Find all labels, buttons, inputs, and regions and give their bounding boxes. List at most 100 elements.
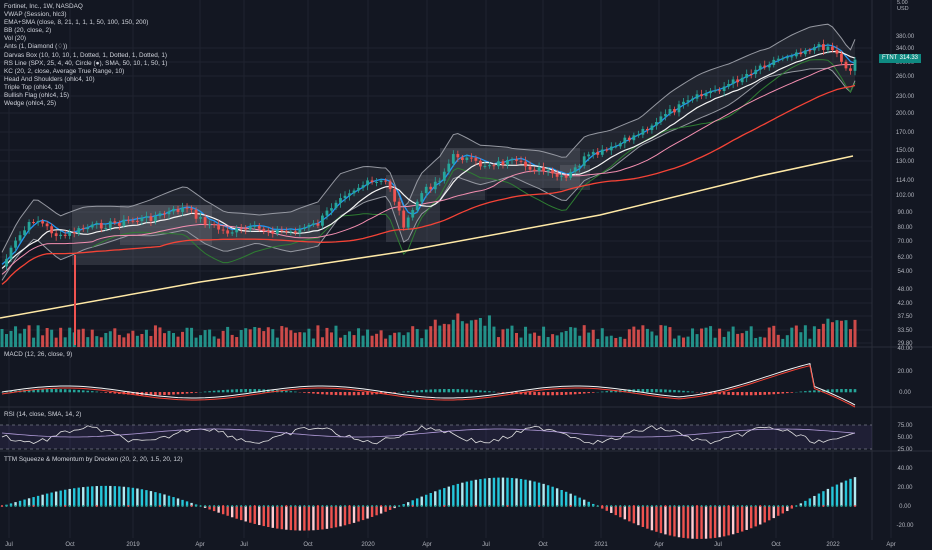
macd-hist-bar xyxy=(109,392,112,394)
volume-bar xyxy=(496,337,500,347)
legend-vwap[interactable]: VWAP (Session, hlc3) xyxy=(4,11,67,19)
time-axis[interactable]: Jul Oct 2019 Apr Jul Oct 2020 Apr Jul Oct 2021 Apr J… xyxy=(5,542,896,548)
ttm-bar xyxy=(528,480,532,507)
candle-body xyxy=(370,180,374,183)
price-axis-tick: 54.00 xyxy=(897,269,913,275)
candle-body xyxy=(569,171,573,178)
ttm-bar xyxy=(849,478,852,507)
macd-hist-bar xyxy=(330,392,333,395)
volume-bar xyxy=(736,333,740,347)
ttm-bar xyxy=(573,495,577,507)
volume-bar xyxy=(149,335,153,347)
volume-bar xyxy=(542,326,546,347)
candle-body xyxy=(826,46,830,50)
volume-bar xyxy=(456,313,460,347)
macd-hist-bar xyxy=(280,390,284,393)
macd-hist-bar xyxy=(569,392,572,395)
volume-bar xyxy=(135,335,139,347)
legend-darvas[interactable]: Darvas Box (10, 10, 10, 1, Dotted, 1, Do… xyxy=(4,51,168,59)
volume-bar xyxy=(302,332,306,347)
legend-bb[interactable]: BB (20, close, 2) xyxy=(4,27,52,35)
legend-triple-top[interactable]: Triple Top (ohlc4, 10) xyxy=(4,83,64,91)
ttm-dot xyxy=(808,505,811,507)
legend-rs-line[interactable]: RS Line (SPX, 25, 4, 40, Circle (●), SMA… xyxy=(4,59,168,67)
ttm-dot xyxy=(131,505,134,507)
macd-hist-bar xyxy=(45,389,49,393)
macd-hist-bar xyxy=(736,392,739,396)
macd-hist-bar xyxy=(673,390,676,393)
candle-body xyxy=(194,209,198,219)
macd-hist-bar xyxy=(623,389,627,393)
macd-hist-bar xyxy=(456,389,460,393)
volume-bar xyxy=(131,330,135,347)
macd-hist-bar xyxy=(352,392,356,396)
candle-body xyxy=(840,53,843,62)
candle-body xyxy=(361,185,365,188)
candle-body xyxy=(298,228,302,233)
legend-wedge[interactable]: Wedge (ohlc4, 25) xyxy=(4,100,57,108)
candle-body xyxy=(36,221,40,223)
legend-ema-sma[interactable]: EMA+SMA (close, 8, 21, 1, 1, 1, 50, 100,… xyxy=(4,19,149,27)
ttm-bar xyxy=(700,506,703,539)
ttm-dot xyxy=(438,505,441,507)
ttm-bar xyxy=(637,506,640,526)
macd-label[interactable]: MACD (12, 26, close, 9) xyxy=(4,351,73,358)
macd-hist-bar xyxy=(700,392,703,393)
volume-bar xyxy=(158,327,162,347)
macd-hist-bar xyxy=(822,389,825,393)
legend-ants[interactable]: Ants (1, Diamond (♢)) xyxy=(4,43,68,51)
legend-vol[interactable]: Vol (20) xyxy=(4,35,27,43)
ttm-dot xyxy=(41,505,44,507)
macd-hist-bar xyxy=(474,390,478,393)
macd-hist-bar xyxy=(677,390,681,393)
rsi-label[interactable]: RSI (14, close, SMA, 14, 2) xyxy=(4,411,82,418)
candle-body xyxy=(27,222,31,231)
ttm-bar xyxy=(443,488,446,507)
candle-body xyxy=(767,65,771,68)
candle-body xyxy=(555,173,559,177)
volume-bar xyxy=(731,326,735,347)
ttm-dot xyxy=(37,505,40,507)
legend-bullish-flag[interactable]: Bullish Flag (ohlc4, 15) xyxy=(4,92,70,100)
ttm-bar xyxy=(316,506,320,530)
candle-body xyxy=(54,233,58,237)
macd-hist-bar xyxy=(564,392,568,395)
candle-body xyxy=(23,230,26,236)
volume-bar xyxy=(645,328,649,347)
time-axis-label: 2021 xyxy=(594,542,608,548)
candle-body xyxy=(104,227,108,229)
ttm-label[interactable]: TTM Squeeze & Momentum by Drecken (20, 2… xyxy=(4,456,183,463)
candle-body xyxy=(275,229,279,234)
volume-bar xyxy=(338,337,342,347)
macd-hist-bar xyxy=(131,392,135,395)
ttm-bar xyxy=(808,498,812,507)
ttm-bar xyxy=(240,506,243,521)
candle-body xyxy=(131,220,135,222)
sma-200 xyxy=(0,155,854,319)
price-axis[interactable]: 380.00 340.00 300.00 260.00 230.00 200.00 170.… xyxy=(896,34,915,529)
candle-body xyxy=(5,258,8,267)
macd-hist-bar xyxy=(27,389,31,393)
candle-body xyxy=(90,224,94,228)
ttm-dot xyxy=(127,505,130,507)
ttm-dot xyxy=(461,505,464,507)
volume-bar xyxy=(266,327,270,347)
ttm-dot xyxy=(515,505,518,507)
ttm-bar xyxy=(104,485,108,507)
macd-hist-bar xyxy=(149,392,153,396)
ttm-dot xyxy=(759,505,762,507)
legend-head-shoulders[interactable]: Head And Shoulders (ohlc4, 10) xyxy=(4,75,95,83)
legend-kc[interactable]: KC (20, 2, close, Average True Range, 10… xyxy=(4,67,125,75)
volume-bar xyxy=(167,330,171,347)
macd-hist-bar xyxy=(817,390,821,393)
candle-body xyxy=(799,52,803,55)
ttm-bar xyxy=(713,506,717,538)
ttm-bar xyxy=(163,494,166,507)
candle-body xyxy=(591,151,595,155)
volume-bar xyxy=(672,338,676,347)
ttm-bar xyxy=(646,506,649,529)
macd-hist-bar xyxy=(835,389,839,393)
macd-hist-bar xyxy=(664,389,667,393)
legend-title[interactable]: Fortinet, Inc., 1W, NASDAQ xyxy=(4,3,83,10)
